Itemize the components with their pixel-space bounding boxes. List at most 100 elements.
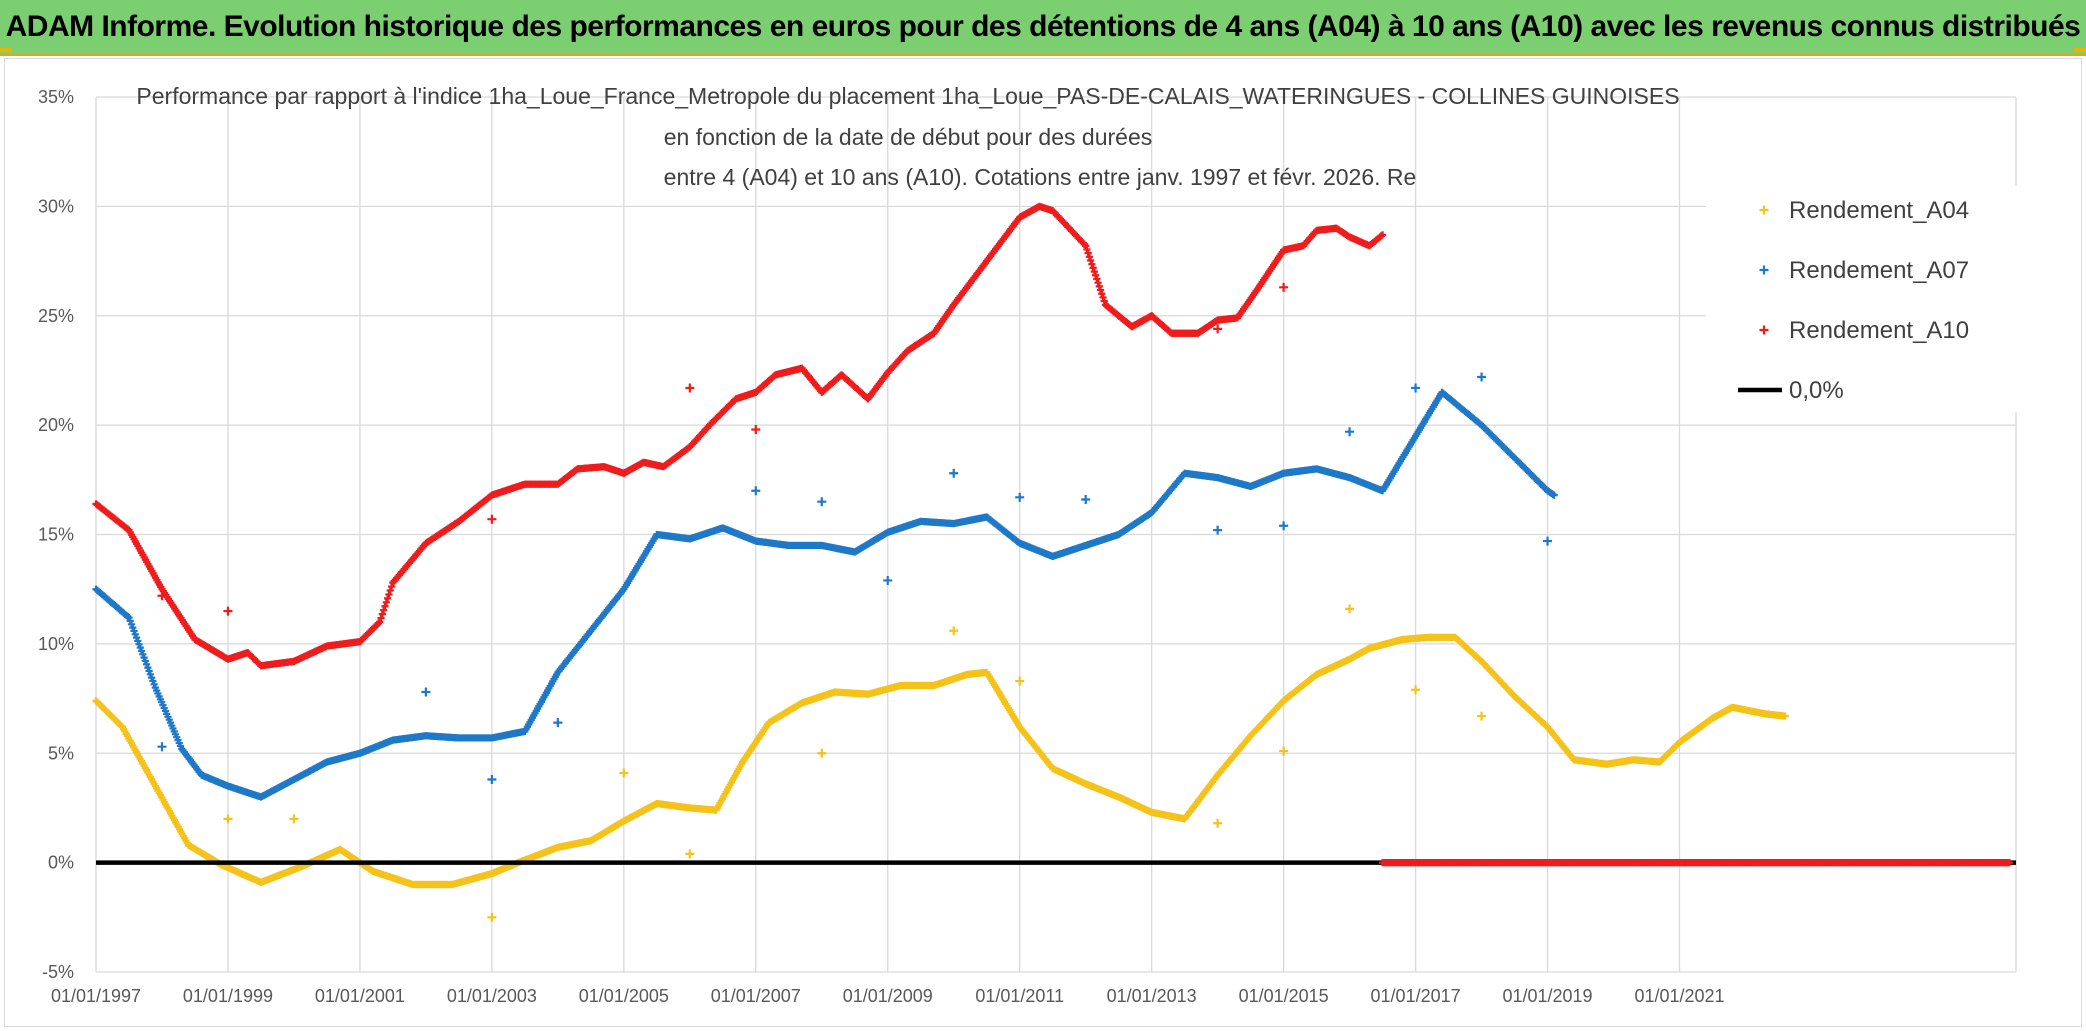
x-tick-label: 01/01/2021 <box>1634 986 1724 1006</box>
outlier-point <box>1015 492 1025 502</box>
data-point <box>1087 256 1095 265</box>
legend-label: Rendement_A10 <box>1789 317 1969 344</box>
outlier-point <box>751 486 761 496</box>
x-tick-label: 01/01/2013 <box>1107 986 1197 1006</box>
data-point <box>378 610 386 618</box>
outlier-point <box>157 742 167 752</box>
x-tick-label: 01/01/2003 <box>447 986 537 1006</box>
y-tick-label: 20% <box>38 415 74 435</box>
chart-title-line: entre 4 (A04) et 10 ans (A10). Cotations… <box>664 164 1417 190</box>
banner-corner-left <box>0 48 12 52</box>
outlier-point <box>421 687 431 697</box>
outlier-point <box>1477 372 1487 382</box>
outlier-point <box>1411 383 1421 393</box>
x-tick-label: 01/01/2019 <box>1502 986 1592 1006</box>
outlier-point <box>1345 604 1355 614</box>
y-tick-label: 35% <box>38 87 74 107</box>
data-point <box>1098 290 1106 298</box>
legend-label: Rendement_A07 <box>1789 257 1969 284</box>
x-axis-ticks: 01/01/1997 01/01/1999 01/01/2001 01/01/2003… <box>51 986 1725 1006</box>
y-tick-label: 25% <box>38 306 74 326</box>
x-tick-label: 01/01/1997 <box>51 986 141 1006</box>
data-point <box>1088 260 1096 268</box>
data-point <box>1091 271 1100 279</box>
x-tick-label: 01/01/1999 <box>183 986 273 1006</box>
y-tick-label: 5% <box>48 743 74 763</box>
outlier-point <box>223 606 233 616</box>
data-point <box>382 598 390 606</box>
y-tick-label: 10% <box>38 634 74 654</box>
y-tick-label: -5% <box>42 962 74 982</box>
data-point <box>1084 249 1092 257</box>
data-point <box>1090 267 1098 276</box>
outlier-point <box>289 814 299 824</box>
outlier-point <box>1477 711 1487 721</box>
data-point <box>381 602 389 610</box>
outlier-point <box>619 768 629 778</box>
outlier-point <box>1345 427 1355 437</box>
chart-title-line: Performance par rapport à l'indice 1ha_L… <box>136 83 1679 109</box>
zero-reference-line <box>96 859 2016 867</box>
outlier-point <box>1543 536 1553 546</box>
x-tick-label: 01/01/2015 <box>1239 986 1329 1006</box>
legend-label: Rendement_A04 <box>1789 197 1969 224</box>
data-point <box>1085 253 1093 261</box>
outlier-point <box>1279 282 1289 292</box>
banner-title: ADAM Informe. Evolution historique des p… <box>5 10 2081 43</box>
series-marks <box>92 202 1789 922</box>
banner-corner-right <box>2074 48 2086 52</box>
data-point <box>384 594 392 602</box>
outlier-point <box>685 383 695 393</box>
outlier-point <box>817 497 827 507</box>
chart-legend: Rendement_A04 Rendement_A07 Rendement_A10 0… <box>1706 186 2024 412</box>
data-point <box>1095 282 1103 290</box>
x-tick-label: 01/01/2009 <box>843 986 933 1006</box>
outlier-point <box>949 626 959 636</box>
outlier-point <box>1411 685 1421 695</box>
x-tick-label: 01/01/2001 <box>315 986 405 1006</box>
x-tick-label: 01/01/2005 <box>579 986 669 1006</box>
x-tick-label: 01/01/2007 <box>711 986 801 1006</box>
chart-title: Performance par rapport à l'indice 1ha_L… <box>136 83 1679 190</box>
data-point <box>1089 264 1097 272</box>
outlier-point <box>553 718 563 728</box>
x-tick-label: 01/01/2011 <box>975 986 1064 1006</box>
outlier-point <box>751 425 761 434</box>
outlier-point <box>1213 525 1223 535</box>
outlier-point <box>1213 818 1223 828</box>
x-tick-label: 01/01/2017 <box>1371 986 1461 1006</box>
outlier-point <box>685 849 695 859</box>
data-point <box>1099 293 1107 302</box>
outlier-point <box>223 814 233 824</box>
outlier-point <box>1015 676 1025 686</box>
outlier-point <box>1279 521 1289 531</box>
series-rendement_a10 <box>92 202 1387 670</box>
chart-title-line: en fonction de la date de début pour des… <box>664 124 1152 150</box>
outlier-point <box>883 575 893 585</box>
a10-zero-segment <box>1379 859 2013 867</box>
data-point <box>1781 712 1789 720</box>
legend-label: 0,0% <box>1789 377 1844 404</box>
banner: ADAM Informe. Evolution historique des p… <box>0 0 2086 56</box>
series-rendement_a07 <box>92 372 1558 801</box>
outlier-point <box>949 468 959 478</box>
data-point <box>1096 286 1105 294</box>
outlier-point <box>487 514 497 524</box>
y-axis-ticks: -5% 0% 5% 10% 15% 20% 25% 30% 35% <box>38 87 74 982</box>
data-point <box>1093 275 1101 283</box>
y-tick-label: 30% <box>38 196 74 216</box>
y-tick-label: 0% <box>48 853 74 873</box>
y-tick-label: 15% <box>38 525 74 545</box>
data-point <box>386 586 394 595</box>
data-point <box>1094 279 1102 287</box>
outlier-point <box>1279 746 1289 756</box>
outlier-point <box>487 775 497 784</box>
data-point <box>385 590 393 599</box>
outlier-point <box>817 748 827 758</box>
chart-frame <box>4 58 2082 1027</box>
series-rendement_a04 <box>92 604 1789 922</box>
outlier-point <box>1081 495 1091 504</box>
outlier-point <box>487 912 497 922</box>
data-point <box>380 606 388 614</box>
